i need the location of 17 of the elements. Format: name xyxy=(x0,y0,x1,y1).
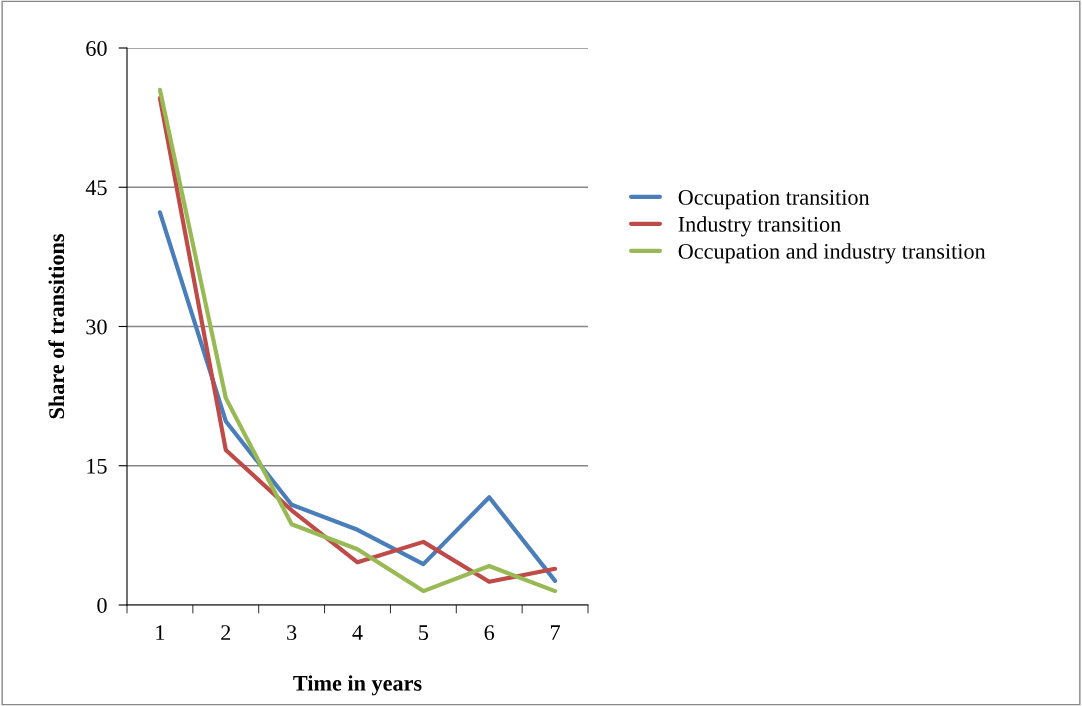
x-tick-label: 5 xyxy=(419,625,429,641)
y-axis-title: Share of transitions xyxy=(48,234,65,419)
x-tick-label: 2 xyxy=(221,625,231,640)
x-tick-label: 6 xyxy=(484,625,495,641)
legend-label: Industry transition xyxy=(678,216,841,237)
x-tick-label: 3 xyxy=(287,625,297,641)
y-tick-label: 45 xyxy=(85,180,107,196)
y-tick-label: 60 xyxy=(86,40,107,56)
x-tick-label: 4 xyxy=(352,625,363,640)
x-tick-label: 7 xyxy=(550,625,560,640)
y-tick-label: 0 xyxy=(97,597,107,613)
y-tick-label: 15 xyxy=(87,458,107,474)
legend-label: Occupation transition xyxy=(678,189,870,210)
x-axis-title: Time in years xyxy=(293,675,422,696)
x-tick-label: 1 xyxy=(156,625,165,640)
legend-label: Occupation and industry transition xyxy=(678,243,986,264)
y-tick-label: 30 xyxy=(86,319,107,335)
